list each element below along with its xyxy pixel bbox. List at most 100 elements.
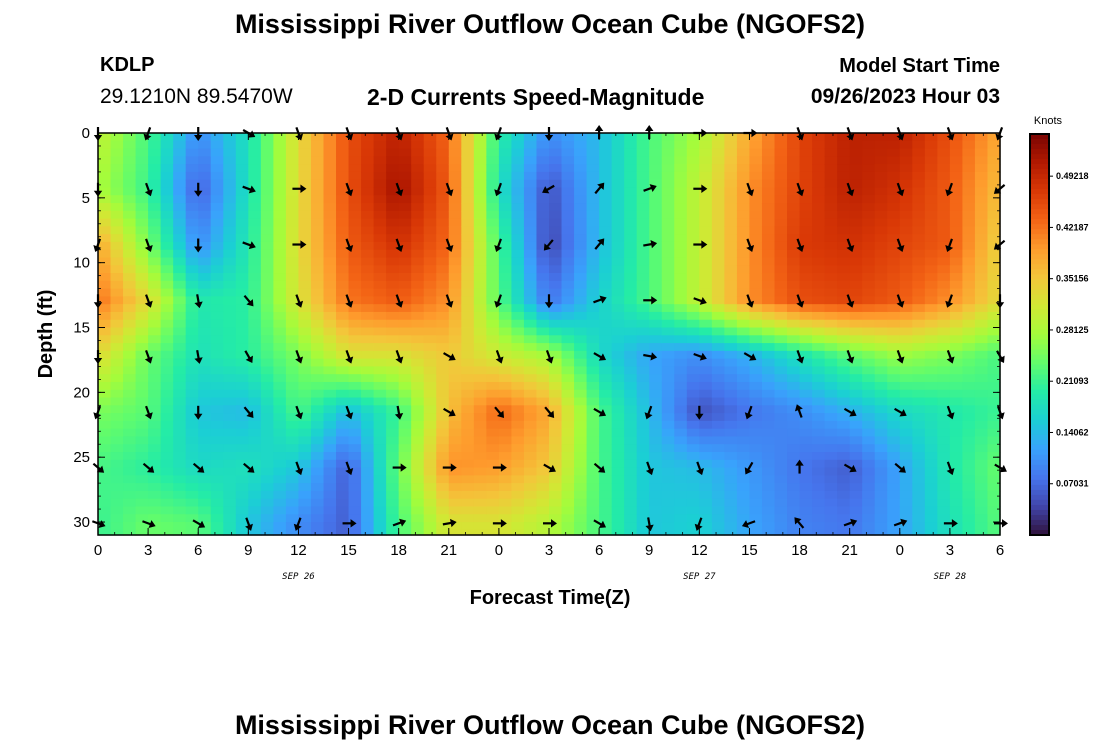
heatmap-cell xyxy=(323,280,337,290)
heatmap-cell xyxy=(486,397,500,406)
heatmap-cell xyxy=(862,273,876,282)
heatmap-cell xyxy=(436,218,450,227)
heatmap-cell xyxy=(398,444,412,453)
heatmap-cell xyxy=(248,498,262,508)
heatmap-cell xyxy=(461,529,475,536)
heatmap-cell xyxy=(511,273,525,282)
heatmap-cell xyxy=(761,218,776,227)
heatmap-cell xyxy=(160,171,174,181)
heatmap-cell xyxy=(937,179,951,189)
heatmap-cell xyxy=(310,257,325,266)
heatmap-cell xyxy=(461,514,475,523)
heatmap-cell xyxy=(749,195,763,204)
heatmap-cell xyxy=(761,343,776,352)
colorbar-segment xyxy=(1030,444,1049,451)
heatmap-cell xyxy=(436,257,450,266)
heatmap-cell xyxy=(837,156,851,165)
heatmap-cell xyxy=(611,366,625,375)
heatmap-cell xyxy=(849,366,863,375)
heatmap-cell xyxy=(461,156,475,165)
heatmap-cell xyxy=(461,257,475,266)
heatmap-cell xyxy=(586,296,600,305)
heatmap-cell xyxy=(724,366,738,375)
heatmap-cell xyxy=(523,319,538,329)
heatmap-cell xyxy=(749,420,763,430)
heatmap-cell xyxy=(949,327,964,336)
heatmap-cell xyxy=(511,327,525,336)
current-vector-arrow xyxy=(894,407,907,417)
heatmap-cell xyxy=(135,343,149,352)
heatmap-cell xyxy=(686,444,700,453)
heatmap-cell xyxy=(924,148,938,157)
heatmap-cell xyxy=(611,241,625,251)
heatmap-cell xyxy=(799,490,813,500)
heatmap-cell xyxy=(98,514,112,523)
heatmap-cell xyxy=(248,522,262,531)
heatmap-cell xyxy=(974,133,989,142)
heatmap-cell xyxy=(285,171,300,181)
heatmap-cell xyxy=(423,133,437,142)
heatmap-cell xyxy=(686,389,700,399)
heatmap-cell xyxy=(799,428,813,438)
heatmap-cell xyxy=(110,514,124,523)
heatmap-cell xyxy=(724,203,738,212)
heatmap-cell xyxy=(198,187,212,196)
heatmap-cell xyxy=(523,226,538,235)
heatmap-cell xyxy=(110,148,124,157)
heatmap-cell xyxy=(887,483,901,492)
heatmap-cell xyxy=(849,304,863,313)
heatmap-cell xyxy=(549,529,563,536)
heatmap-cell xyxy=(761,226,776,235)
heatmap-cell xyxy=(285,467,300,476)
current-vector-arrow xyxy=(893,518,908,527)
heatmap-cell xyxy=(336,133,350,142)
heatmap-cell xyxy=(862,156,876,165)
heatmap-cell xyxy=(799,234,813,243)
heatmap-cell xyxy=(924,156,938,165)
current-vector-arrow xyxy=(796,238,805,253)
heatmap-cell xyxy=(235,343,249,352)
heatmap-cell xyxy=(273,218,287,227)
heatmap-cell xyxy=(323,148,337,157)
heatmap-cell xyxy=(837,273,851,282)
heatmap-cell xyxy=(148,452,162,461)
heatmap-cell xyxy=(812,319,826,329)
heatmap-cell xyxy=(223,171,237,181)
heatmap-cell xyxy=(486,226,500,235)
heatmap-cell xyxy=(736,218,751,227)
heatmap-cell xyxy=(473,452,487,461)
heatmap-cell xyxy=(110,327,124,336)
current-vector-arrow xyxy=(192,462,205,473)
heatmap-cell xyxy=(235,327,249,336)
heatmap-cell xyxy=(235,335,249,344)
heatmap-cell xyxy=(98,179,112,189)
heatmap-cell xyxy=(98,140,112,150)
heatmap-cell xyxy=(887,265,901,274)
heatmap-cell xyxy=(649,319,663,329)
heatmap-cell xyxy=(862,490,876,500)
heatmap-cell xyxy=(373,226,387,235)
heatmap-cell xyxy=(874,428,888,438)
heatmap-cell xyxy=(436,187,450,196)
heatmap-cell xyxy=(574,156,588,165)
heatmap-cell xyxy=(323,319,337,329)
heatmap-cell xyxy=(173,187,187,196)
heatmap-cell xyxy=(736,490,751,500)
heatmap-cell xyxy=(348,140,362,150)
heatmap-cell xyxy=(586,304,600,313)
heatmap-cell xyxy=(799,319,813,329)
heatmap-cell xyxy=(110,195,124,204)
heatmap-cell xyxy=(661,436,675,445)
heatmap-cell xyxy=(912,249,926,259)
x-tick-label: 18 xyxy=(390,542,407,559)
heatmap-cell xyxy=(937,249,951,259)
heatmap-cell xyxy=(123,187,137,196)
heatmap-cell xyxy=(486,280,500,290)
heatmap-cell xyxy=(160,459,174,469)
heatmap-cell xyxy=(636,164,650,173)
heatmap-cell xyxy=(949,164,964,173)
heatmap-cell xyxy=(310,420,325,430)
heatmap-cell xyxy=(949,436,964,445)
heatmap-cell xyxy=(761,280,776,290)
current-vector-arrow xyxy=(194,238,203,253)
